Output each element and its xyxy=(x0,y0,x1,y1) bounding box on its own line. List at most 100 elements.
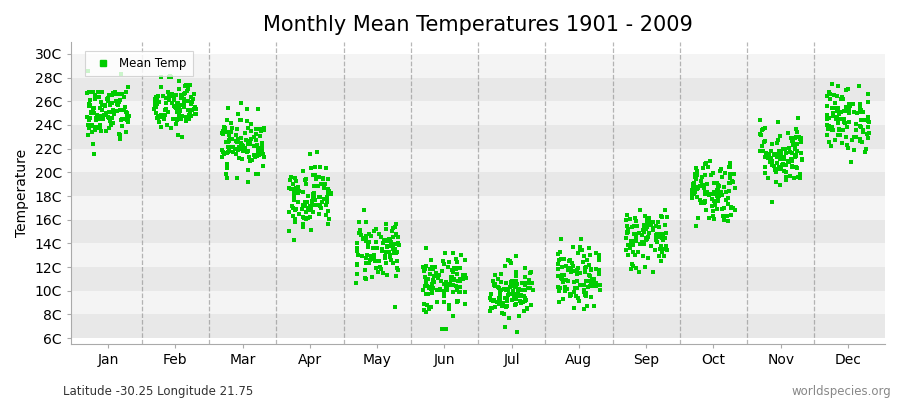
Point xyxy=(770,166,784,172)
Point xyxy=(629,233,643,239)
Point xyxy=(557,272,572,279)
Point xyxy=(651,219,665,226)
Point xyxy=(771,137,786,143)
Point xyxy=(696,165,710,172)
Point xyxy=(241,124,256,131)
Point xyxy=(220,161,235,168)
Point xyxy=(286,192,301,199)
Point xyxy=(715,191,729,198)
Point xyxy=(160,108,175,115)
Point xyxy=(286,180,301,187)
Point xyxy=(574,236,589,242)
Point xyxy=(483,295,498,302)
Point xyxy=(117,107,131,114)
Point xyxy=(695,182,709,188)
Point xyxy=(551,266,565,272)
Point xyxy=(518,265,532,272)
Point xyxy=(250,106,265,112)
Point xyxy=(626,262,640,269)
Point xyxy=(764,155,778,161)
Point xyxy=(389,231,403,238)
Point xyxy=(94,99,108,105)
Point xyxy=(487,297,501,303)
Bar xyxy=(71,125,885,149)
Point xyxy=(772,164,787,170)
Point xyxy=(632,229,646,236)
Point xyxy=(102,91,116,98)
Point xyxy=(369,238,383,245)
Point xyxy=(362,231,376,237)
Point xyxy=(722,180,736,186)
Point xyxy=(579,289,593,296)
Point xyxy=(620,242,634,248)
Point xyxy=(167,104,182,110)
Point xyxy=(421,276,436,282)
Point xyxy=(721,195,735,201)
Point xyxy=(164,124,178,131)
Point xyxy=(775,162,789,168)
Point xyxy=(442,258,456,265)
Point xyxy=(424,285,438,292)
Point xyxy=(392,266,406,273)
Point xyxy=(172,106,186,112)
Point xyxy=(420,301,435,308)
Point xyxy=(589,266,603,272)
Point xyxy=(439,282,454,289)
Point xyxy=(220,148,235,155)
Point xyxy=(793,136,807,142)
Point xyxy=(100,96,114,102)
Point xyxy=(313,204,328,211)
Point xyxy=(364,253,378,259)
Point xyxy=(504,296,518,303)
Point xyxy=(640,224,654,230)
Point xyxy=(711,194,725,200)
Point xyxy=(421,285,436,291)
Point xyxy=(439,326,454,332)
Point xyxy=(176,91,191,98)
Point xyxy=(656,246,670,252)
Point xyxy=(184,82,198,88)
Point xyxy=(306,202,320,208)
Point xyxy=(438,250,453,256)
Point xyxy=(388,304,402,310)
Point xyxy=(223,143,238,150)
Point xyxy=(764,162,778,168)
Point xyxy=(112,98,126,105)
Point xyxy=(102,125,116,132)
Point xyxy=(787,175,801,182)
Point xyxy=(148,102,163,108)
Point xyxy=(509,252,524,259)
Point xyxy=(120,110,134,116)
Point xyxy=(562,278,576,284)
Point xyxy=(350,239,365,246)
Point xyxy=(777,154,791,160)
Point xyxy=(383,256,398,263)
Point xyxy=(230,174,245,181)
Point xyxy=(651,234,665,240)
Point xyxy=(367,228,382,234)
Point xyxy=(85,129,99,135)
Point xyxy=(433,287,447,294)
Point xyxy=(518,282,532,288)
Point xyxy=(240,178,255,185)
Point xyxy=(320,196,335,202)
Point xyxy=(517,293,531,299)
Point xyxy=(719,197,733,204)
Point xyxy=(444,274,458,280)
Point xyxy=(688,184,703,191)
Point xyxy=(831,104,845,111)
Point xyxy=(578,292,592,298)
Point xyxy=(452,289,466,295)
Point xyxy=(720,201,734,208)
Point xyxy=(112,96,127,103)
Point xyxy=(706,190,721,197)
Point xyxy=(581,284,596,290)
Point xyxy=(82,125,96,131)
Point xyxy=(236,148,250,154)
Point xyxy=(852,106,867,112)
Point xyxy=(83,97,97,103)
Point xyxy=(298,209,312,216)
Point xyxy=(382,235,397,242)
Point xyxy=(288,186,302,192)
Point xyxy=(726,178,741,185)
